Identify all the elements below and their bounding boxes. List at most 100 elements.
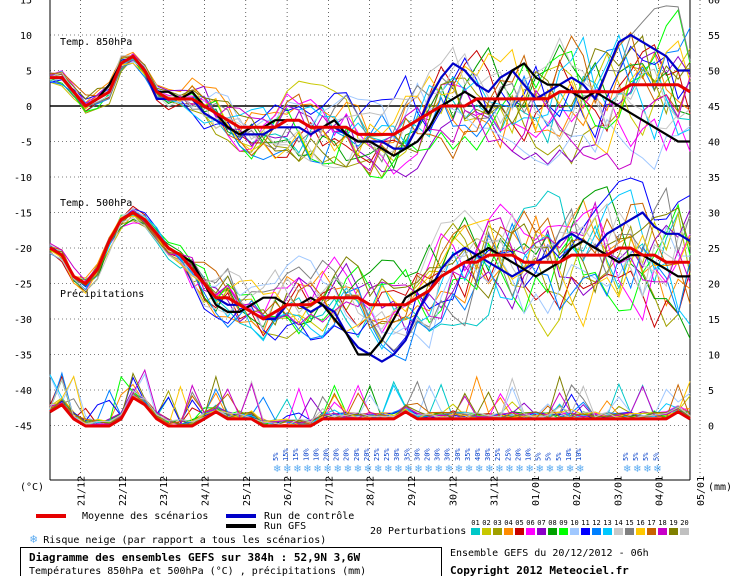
snow-risk-percent: 5% <box>642 452 650 461</box>
legend-gfs-label: Run GFS <box>264 521 307 532</box>
snow-risk-percent: 20% <box>424 448 432 461</box>
right-tick-label: 25 <box>708 244 720 255</box>
date-tick-label: 05/01 <box>696 476 707 506</box>
snowflake-icon: ❄ <box>404 464 412 475</box>
left-tick-label: -40 <box>14 386 32 397</box>
date-tick-label: 02/01 <box>572 476 583 506</box>
perturbation-swatch: 17 <box>646 519 657 535</box>
date-tick-label: 29/12 <box>407 476 418 506</box>
snowflake-icon: ❄ <box>526 464 534 475</box>
snowflake-icon: ❄ <box>576 464 584 475</box>
snowflake-icon: ❄ <box>495 464 503 475</box>
date-tick-label: 21/12 <box>77 476 88 506</box>
snowflake-icon: ❄ <box>485 464 493 475</box>
perturbation-color <box>625 528 634 535</box>
main-series-lines <box>49 33 691 428</box>
left-tick-label: -35 <box>14 351 32 362</box>
right-tick-label: 0 <box>708 422 714 433</box>
snow-risk-percent: 40% <box>474 448 482 461</box>
date-tick-label: 03/01 <box>613 476 624 506</box>
right-tick-label: 10 <box>708 351 720 362</box>
date-tick-label: 04/01 <box>655 476 666 506</box>
perturbation-swatch: 11 <box>580 519 591 535</box>
snowflake-icon: ❄ <box>293 464 301 475</box>
info-box: Diagramme des ensembles GEFS sur 384h : … <box>20 547 442 577</box>
snowflake-icon: ❄ <box>536 464 544 475</box>
snow-risk-percent: 30% <box>454 448 462 461</box>
right-axis-unit: (mm) <box>708 482 732 493</box>
snow-risk-percent: 30% <box>413 448 421 461</box>
perturbation-line <box>49 60 691 171</box>
perturbation-color <box>658 528 667 535</box>
perturbation-line <box>49 190 691 340</box>
snowflake-icon: ❄ <box>313 464 321 475</box>
perturbation-color <box>603 528 612 535</box>
perturbation-swatch: 05 <box>514 519 525 535</box>
snow-risk-percent: 25% <box>494 448 502 461</box>
right-tick-label: 55 <box>708 31 720 42</box>
snow-risk-percent: 10% <box>302 448 310 461</box>
snowflake-icon: ❄ <box>505 464 513 475</box>
snow-risk-percent: 5% <box>272 452 280 461</box>
right-tick-label: 30 <box>708 209 720 220</box>
perturbation-number: 17 <box>647 519 656 527</box>
snowflake-icon: ❄ <box>475 464 483 475</box>
snowflake-icon: ❄ <box>515 464 523 475</box>
snowflake-icon: ❄ <box>623 464 631 475</box>
perturbation-swatch: 20 <box>679 519 690 535</box>
snowflake-icon: ❄ <box>414 464 422 475</box>
snow-risk-percent: 20% <box>363 448 371 461</box>
legend-mean: Moyenne des scénarios <box>36 511 208 522</box>
snow-risk-percent: 20% <box>514 448 522 461</box>
perturbation-line <box>49 5 691 163</box>
snowflake-icon: ❄ <box>633 464 641 475</box>
perturbation-swatch: 16 <box>635 519 646 535</box>
perturbation-color <box>680 528 689 535</box>
date-tick-label: 31/12 <box>490 476 501 506</box>
perturbation-color <box>482 528 491 535</box>
snowflake-icon: ❄ <box>30 532 38 546</box>
perturbation-color <box>647 528 656 535</box>
perturbation-line <box>49 215 691 333</box>
run-info: Ensemble GEFS du 20/12/2012 - 06h <box>450 548 649 559</box>
legend-perturbations-label: 20 Perturbations <box>370 526 467 537</box>
perturbation-swatch: 18 <box>657 519 668 535</box>
perturbation-color <box>559 528 568 535</box>
snowflake-icon: ❄ <box>556 464 564 475</box>
legend-control-label: Run de contrôle <box>264 511 355 522</box>
legend-mean-label: Moyenne des scénarios <box>82 511 209 522</box>
perturbation-swatch: 14 <box>613 519 624 535</box>
snowflake-icon: ❄ <box>283 464 291 475</box>
snow-risk-percent: 5% <box>652 452 660 461</box>
perturbation-line <box>49 203 691 337</box>
snowflake-icon: ❄ <box>643 464 651 475</box>
perturbation-number: 20 <box>680 519 689 527</box>
series-850hPa-moyenne <box>50 54 691 136</box>
right-tick-label: 20 <box>708 280 720 291</box>
series-500hPa-moyenne <box>49 211 690 321</box>
date-tick-label: 30/12 <box>448 476 459 506</box>
left-tick-label: -25 <box>14 280 32 291</box>
perturbation-swatch: 03 <box>492 519 503 535</box>
snow-risk-percent: 10% <box>312 448 320 461</box>
perturbation-color <box>537 528 546 535</box>
perturbation-number: 09 <box>559 519 568 527</box>
perturbation-number: 02 <box>482 519 491 527</box>
right-tick-label: 5 <box>708 386 714 397</box>
left-axis-ticks: 15 10 5 0 -5 -10 -15 -20 -25 -30 -35 -40 -45 <box>14 0 32 433</box>
perturbation-line <box>49 177 691 353</box>
perturbation-swatch: 02 <box>481 519 492 535</box>
legend-mean-swatch <box>36 514 66 518</box>
perturbation-number: 01 <box>471 519 480 527</box>
series-precip-moyenne <box>49 396 691 428</box>
snow-risk-percent: 15% <box>292 448 300 461</box>
snowflake-icon: ❄ <box>364 464 372 475</box>
date-tick-label: 27/12 <box>324 476 335 506</box>
snow-risk-percent: 25% <box>383 448 391 461</box>
snow-risk-percent: 10% <box>525 448 533 461</box>
snow-risk-percent: 10% <box>565 448 573 461</box>
copyright: Copyright 2012 Meteociel.fr <box>450 564 629 577</box>
left-tick-label: -5 <box>20 138 32 149</box>
snowflake-icon: ❄ <box>435 464 443 475</box>
